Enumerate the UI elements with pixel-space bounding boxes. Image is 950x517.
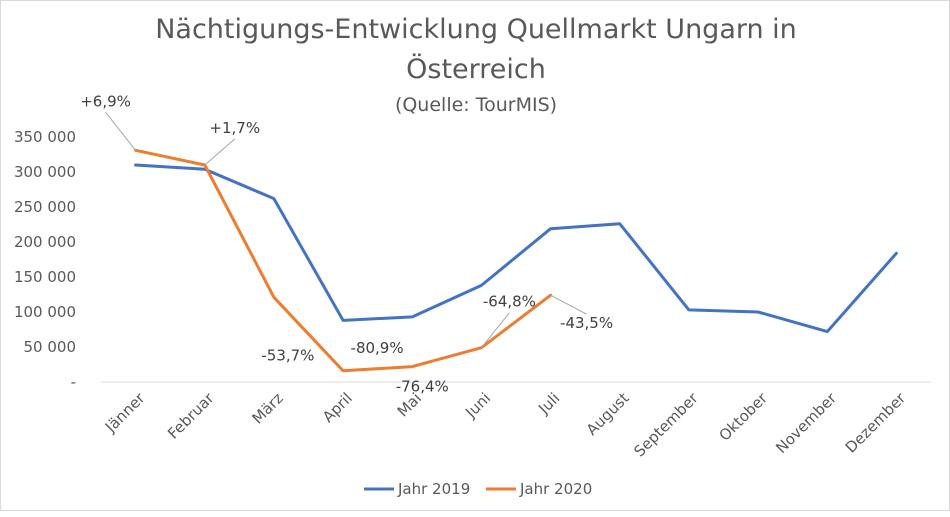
x-tick-label: September [630, 389, 702, 461]
data-label: -64,8% [483, 293, 536, 311]
x-axis-ticks: Jänner Februar März April Mai Juni Juli AugustS… [101, 389, 910, 461]
annotation-leader-line [204, 138, 236, 166]
annotation-leader-line [105, 111, 136, 151]
data-label: -43,5% [560, 314, 613, 332]
x-tick-label: April [319, 389, 356, 426]
x-tick-label: März [248, 389, 286, 427]
x-tick-label: Jänner [101, 389, 149, 437]
y-tick-label: 200 000 [14, 233, 76, 251]
chart-title-line-2: Österreich [406, 53, 546, 85]
series-lines [134, 148, 898, 373]
chart-title-line-1: Nächtigungs-Entwicklung Quellmarkt Ungar… [155, 14, 797, 45]
data-label: -80,9% [351, 339, 404, 357]
legend-label: Jahr 2019 [397, 480, 470, 498]
x-tick-label: November [772, 389, 840, 457]
y-tick-label: 100 000 [14, 303, 76, 321]
chart-subtitle: (Quelle: TourMIS) [395, 94, 557, 116]
legend-label: Jahr 2020 [519, 480, 592, 498]
y-tick-label: 350 000 [14, 128, 76, 146]
data-label: +1,7% [209, 119, 260, 137]
y-tick-label: 250 000 [14, 198, 76, 216]
data-label: -76,4% [396, 378, 449, 396]
annotation-leader-line [550, 294, 587, 315]
series-line [134, 163, 898, 334]
x-tick-label: August [583, 389, 633, 439]
series-line [134, 148, 553, 373]
x-tick-label: Oktober [715, 389, 771, 445]
y-axis-ticks: - 50 000 100 000 150 000 200 000 250 000 300 0… [14, 128, 76, 391]
data-annotations: +6,9% +1,7% -53,7% -80,9% -76,4% -64,8% -43,5% [80, 92, 613, 395]
x-tick-label: Februar [164, 389, 218, 443]
y-tick-label: 50 000 [24, 338, 77, 356]
data-label: -53,7% [261, 346, 314, 364]
x-tick-label: Juni [461, 389, 494, 422]
data-label: +6,9% [80, 92, 131, 110]
x-tick-label: Dezember [842, 389, 910, 457]
y-tick-label: 150 000 [14, 268, 76, 286]
annotation-leader-line [481, 312, 510, 349]
x-tick-label: Juli [534, 389, 563, 418]
y-tick-label: 300 000 [14, 163, 76, 181]
y-tick-label: - [71, 373, 76, 391]
chart-legend: Jahr 2019 Jahr 2020 [364, 480, 592, 498]
